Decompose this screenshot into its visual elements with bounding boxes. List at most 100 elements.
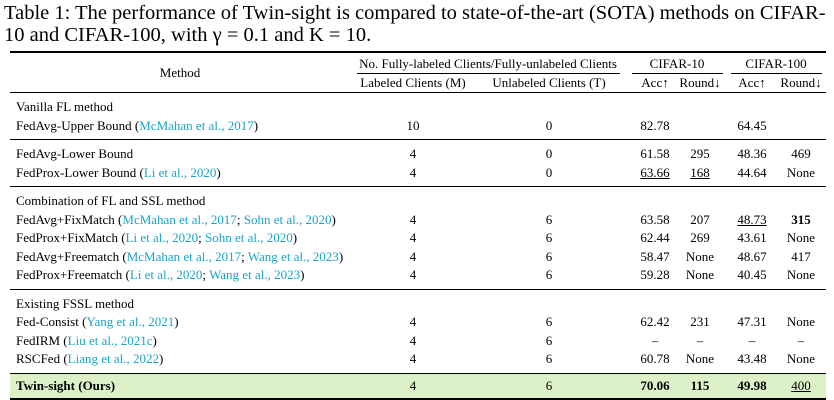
citation[interactable]: Li et al., 2020 (143, 164, 217, 180)
citation[interactable]: Wang et al., 2023 (209, 267, 301, 282)
cell: 44.64 (737, 164, 767, 180)
group-title: Vanilla FL method (16, 99, 114, 114)
citation[interactable]: Liang et al., 2022 (67, 351, 159, 366)
rule (10, 288, 826, 290)
cell: 6 (545, 377, 553, 393)
citation[interactable]: Sohn et al., 2020 (204, 230, 293, 245)
method-text: FedAvg+Freematch ( (16, 248, 127, 264)
citation[interactable]: Li et al., 2020 (129, 267, 203, 282)
cell: 6 (545, 211, 553, 227)
cell: 168 (690, 164, 710, 180)
cell: None (786, 314, 816, 329)
header-metric: Acc↑ (738, 75, 766, 90)
rule (10, 372, 826, 374)
rule (357, 73, 620, 74)
cell: 59.28 (640, 267, 670, 282)
header-labeled: Labeled Clients (M) (360, 75, 466, 90)
method-text: Fed-Consist ( (16, 314, 87, 329)
cell: 6 (545, 314, 553, 329)
cell: 70.06 (640, 377, 670, 393)
cell: 417 (791, 248, 811, 264)
header-dataset: CIFAR-100 (745, 56, 807, 71)
cell: None (685, 267, 715, 282)
cell: None (786, 230, 816, 245)
cell: 4 (409, 314, 417, 329)
rule (10, 92, 826, 93)
cell: 4 (409, 211, 417, 227)
citation[interactable]: Li et al., 2020 (125, 230, 199, 245)
header-metric: Round↓ (679, 75, 721, 90)
cell: 4 (409, 267, 417, 282)
cell: None (786, 267, 816, 282)
method-text: FedAvg+FixMatch ( (16, 211, 123, 227)
method: FedAvg-Lower Bound (16, 146, 133, 162)
method-text: ; (241, 248, 248, 264)
rule (10, 51, 826, 53)
cell: None (786, 351, 816, 366)
method-text: FedIRM ( (16, 332, 68, 348)
cell: 6 (545, 248, 553, 264)
cell: None (685, 248, 715, 264)
cell: – (748, 332, 756, 348)
citation[interactable]: McMahan et al., 2017 (126, 248, 242, 264)
header-unlabeled: Unlabeled Clients (T) (492, 75, 606, 90)
header-clients: No. Fully-labeled Clients/Fully-unlabele… (359, 56, 617, 71)
cell: 469 (791, 146, 811, 161)
citation[interactable]: McMahan et al., 2017 (122, 211, 237, 227)
caption: Table 1: The performance of Twin-sight i… (4, 2, 826, 46)
cell: 0 (545, 146, 553, 161)
cell: 4 (409, 248, 417, 264)
cell: 48.73 (737, 211, 767, 227)
cell: 60.78 (640, 351, 670, 366)
group-title: Combination of FL and SSL method (16, 193, 206, 208)
cell: – (651, 332, 659, 348)
method-text: FedAvg-Upper Bound ( (16, 117, 140, 133)
method-text: ) (253, 117, 259, 133)
cell: – (696, 332, 704, 348)
cell: 62.42 (640, 314, 670, 329)
cell: 4 (409, 332, 417, 348)
method: Fed-Consist (Yang et al., 2021) (16, 314, 179, 330)
method-text: Twin-sight (Ours) (16, 377, 116, 393)
rule (10, 398, 826, 400)
method: FedProx-Lower Bound (Li et al., 2020) (16, 165, 221, 181)
cell: 295 (690, 146, 710, 161)
cell: 115 (690, 377, 710, 393)
cell: None (786, 164, 816, 180)
citation[interactable]: Wang et al., 2023 (247, 248, 339, 264)
method: RSCFed (Liang et al., 2022) (16, 351, 163, 367)
cell: 6 (545, 351, 553, 366)
cell: 6 (545, 267, 553, 282)
method-text: ; (198, 230, 205, 245)
method: Twin-sight (Ours) (16, 378, 115, 394)
header-dataset: CIFAR-10 (649, 56, 705, 71)
citation[interactable]: McMahan et al., 2017 (139, 117, 254, 133)
cell: 6 (545, 332, 553, 348)
cell: 400 (791, 377, 811, 393)
cell: 231 (690, 314, 710, 329)
cell: 63.66 (640, 164, 670, 180)
method-text: ) (338, 248, 344, 264)
cell: 269 (690, 230, 710, 245)
cell: 48.67 (737, 248, 767, 264)
method: FedAvg-Upper Bound (McMahan et al., 2017… (16, 118, 258, 134)
method-text: FedProx-Lower Bound ( (16, 164, 144, 180)
method-text: RSCFed ( (16, 351, 68, 366)
cell: 207 (690, 211, 710, 227)
cell: 61.58 (640, 146, 670, 161)
citation[interactable]: Liu et al., 2021c (67, 332, 153, 348)
cell: 43.61 (737, 230, 767, 245)
method: FedProx+Freematch (Li et al., 2020; Wang… (16, 267, 304, 283)
citation[interactable]: Sohn et al., 2020 (243, 211, 332, 227)
cell: 40.45 (737, 267, 767, 282)
cell: 82.78 (640, 117, 670, 133)
cell: 43.48 (737, 351, 767, 366)
method-text: ) (300, 267, 305, 282)
highlight (10, 373, 826, 398)
method-text: ) (331, 211, 336, 227)
citation[interactable]: Yang et al., 2021 (86, 314, 175, 329)
cell: 58.47 (640, 248, 670, 264)
method: FedIRM (Liu et al., 2021c) (16, 333, 157, 349)
cell: 4 (409, 164, 417, 180)
